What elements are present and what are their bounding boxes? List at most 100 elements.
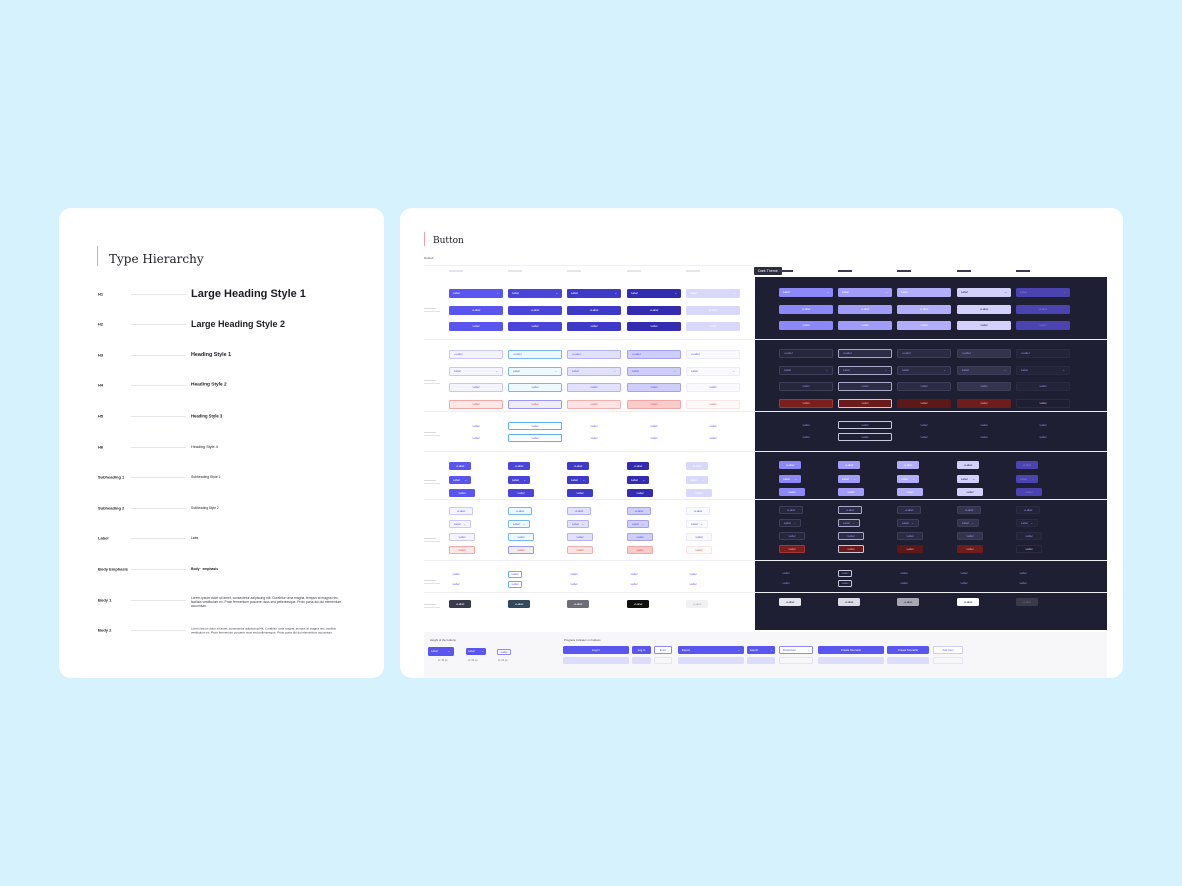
sample-button[interactable]: Label ⌄ bbox=[897, 475, 919, 483]
sample-button[interactable]: Label ⌄ bbox=[449, 476, 471, 484]
sample-button[interactable]: Label bbox=[567, 322, 621, 331]
sample-button[interactable]: + Label bbox=[686, 462, 708, 470]
sample-button[interactable]: Label bbox=[838, 580, 852, 587]
sample-button[interactable]: + Label bbox=[567, 600, 589, 608]
sample-button[interactable]: Label bbox=[779, 421, 833, 429]
sample-button[interactable]: + Label bbox=[1016, 461, 1038, 469]
sample-button[interactable]: + Label bbox=[449, 350, 503, 359]
sample-button[interactable]: Label bbox=[957, 421, 1011, 429]
sample-button[interactable]: Label bbox=[957, 570, 971, 577]
sample-button[interactable]: Label bbox=[838, 433, 892, 441]
sample-button[interactable]: Label bbox=[567, 581, 581, 588]
sample-button[interactable]: Label ⌄ bbox=[779, 366, 833, 375]
sample-button[interactable]: Label bbox=[627, 533, 653, 541]
sample-button[interactable]: Label bbox=[897, 570, 911, 577]
sample-button[interactable]: Label bbox=[897, 421, 951, 429]
sample-button[interactable]: + Label bbox=[508, 462, 530, 470]
sample-button[interactable]: Label bbox=[686, 434, 740, 442]
sample-button[interactable]: + Label bbox=[897, 461, 919, 469]
download-button[interactable]: Download ⌄ bbox=[779, 646, 813, 654]
sample-button[interactable]: Label bbox=[449, 489, 475, 497]
sample-button[interactable]: Label ⌄ bbox=[1016, 475, 1038, 483]
sample-button[interactable]: Label bbox=[779, 321, 833, 330]
sample-button[interactable]: + Label bbox=[627, 350, 681, 359]
sample-button[interactable]: Label ⌄ bbox=[838, 288, 892, 297]
sample-button[interactable]: + Label bbox=[1016, 349, 1070, 358]
sample-button[interactable]: Label bbox=[897, 488, 923, 496]
sample-button[interactable]: + Label bbox=[567, 306, 621, 315]
sample-button[interactable]: Label bbox=[449, 546, 475, 554]
sample-button[interactable]: Label bbox=[897, 399, 951, 408]
sample-button[interactable]: Label ⌄ bbox=[838, 366, 892, 375]
sample-button[interactable]: + Label bbox=[957, 305, 1011, 314]
sample-button[interactable]: + Label bbox=[838, 506, 862, 514]
sample-button[interactable]: + Label bbox=[957, 461, 979, 469]
sample-button[interactable]: Label bbox=[627, 434, 681, 442]
sample-button[interactable]: Label bbox=[779, 488, 805, 496]
sample-button[interactable]: + Label bbox=[627, 462, 649, 470]
sample-button[interactable]: Label bbox=[508, 434, 562, 442]
sample-button[interactable]: + Label bbox=[686, 507, 710, 515]
sample-button[interactable]: Label bbox=[567, 434, 621, 442]
sample-button[interactable]: Label ⌄ bbox=[838, 519, 860, 527]
sample-button[interactable]: + Label bbox=[627, 600, 649, 608]
sample-button[interactable]: Label bbox=[567, 533, 593, 541]
sample-button[interactable]: + Label bbox=[508, 350, 562, 359]
export-button[interactable]: Export ⌄ bbox=[678, 646, 744, 654]
sample-button[interactable]: + Label bbox=[1016, 598, 1038, 606]
sample-button[interactable]: Label bbox=[897, 382, 951, 391]
sample-button[interactable]: Label bbox=[1016, 382, 1070, 391]
add-item-loading-button[interactable] bbox=[933, 657, 963, 664]
sample-button[interactable]: + Label bbox=[838, 461, 860, 469]
sample-button[interactable]: Label bbox=[686, 533, 712, 541]
create-scenario-loading-button[interactable] bbox=[818, 657, 884, 664]
sample-button[interactable]: Label bbox=[508, 383, 562, 392]
sample-button[interactable]: Label bbox=[508, 571, 522, 578]
sample-button[interactable]: Label bbox=[838, 321, 892, 330]
sample-button[interactable]: + Label bbox=[686, 350, 740, 359]
sample-button[interactable]: Label bbox=[957, 488, 983, 496]
sample-button[interactable]: Label bbox=[508, 546, 534, 554]
sample-button[interactable]: Label bbox=[627, 581, 641, 588]
sample-button[interactable]: + Label bbox=[449, 507, 473, 515]
sample-button[interactable]: Label bbox=[957, 382, 1011, 391]
sample-button[interactable]: Label ⌄ bbox=[779, 519, 801, 527]
sample-button[interactable]: Label bbox=[779, 399, 833, 408]
sample-button[interactable]: Label bbox=[838, 421, 892, 429]
create-scenario-small-loading-button[interactable] bbox=[887, 657, 929, 664]
sample-button[interactable]: + Label bbox=[779, 598, 801, 606]
sample-button[interactable]: Label ⌄ bbox=[449, 367, 503, 376]
sample-button[interactable]: + Label bbox=[897, 349, 951, 358]
sample-button[interactable]: + Label bbox=[627, 507, 651, 515]
sample-button[interactable]: Label ⌄ bbox=[508, 476, 530, 484]
sample-button[interactable]: Label bbox=[508, 489, 534, 497]
sample-button[interactable]: Label bbox=[1016, 321, 1070, 330]
sample-button[interactable]: Label bbox=[1016, 545, 1042, 553]
login-loading-button[interactable] bbox=[563, 657, 629, 664]
sample-button[interactable]: Label bbox=[449, 571, 463, 578]
sample-button[interactable]: Label bbox=[779, 545, 805, 553]
sample-button[interactable]: Label bbox=[449, 533, 475, 541]
sample-button[interactable]: Label ⌄ bbox=[449, 289, 503, 298]
add-item-button[interactable]: Add Item bbox=[933, 646, 963, 654]
sample-button[interactable]: + Label bbox=[779, 506, 803, 514]
sample-button[interactable]: Label ⌄ bbox=[686, 367, 740, 376]
sample-button[interactable]: + Label bbox=[686, 600, 708, 608]
sample-button[interactable]: Label ⌄ bbox=[567, 520, 589, 528]
sample-button[interactable]: Label bbox=[1016, 488, 1042, 496]
sample-button[interactable]: + Label bbox=[897, 305, 951, 314]
sample-button[interactable]: Label bbox=[449, 322, 503, 331]
sample-button[interactable]: Label bbox=[1016, 433, 1070, 441]
sample-button[interactable]: Label ⌄ bbox=[957, 288, 1011, 297]
sample-button[interactable]: Label bbox=[838, 382, 892, 391]
sample-button[interactable]: Label bbox=[508, 322, 562, 331]
sample-button[interactable]: + Label bbox=[838, 598, 860, 606]
sample-button[interactable]: Label bbox=[567, 383, 621, 392]
error-button[interactable]: Error bbox=[654, 646, 672, 654]
sample-button[interactable]: Label ⌄ bbox=[567, 476, 589, 484]
sample-button[interactable]: Label ⌄ bbox=[838, 475, 860, 483]
sample-button[interactable]: Label bbox=[779, 580, 793, 587]
sample-button[interactable]: + Label bbox=[508, 306, 562, 315]
sample-button[interactable]: Label bbox=[1016, 399, 1070, 408]
sample-button[interactable]: + Label bbox=[1016, 305, 1070, 314]
